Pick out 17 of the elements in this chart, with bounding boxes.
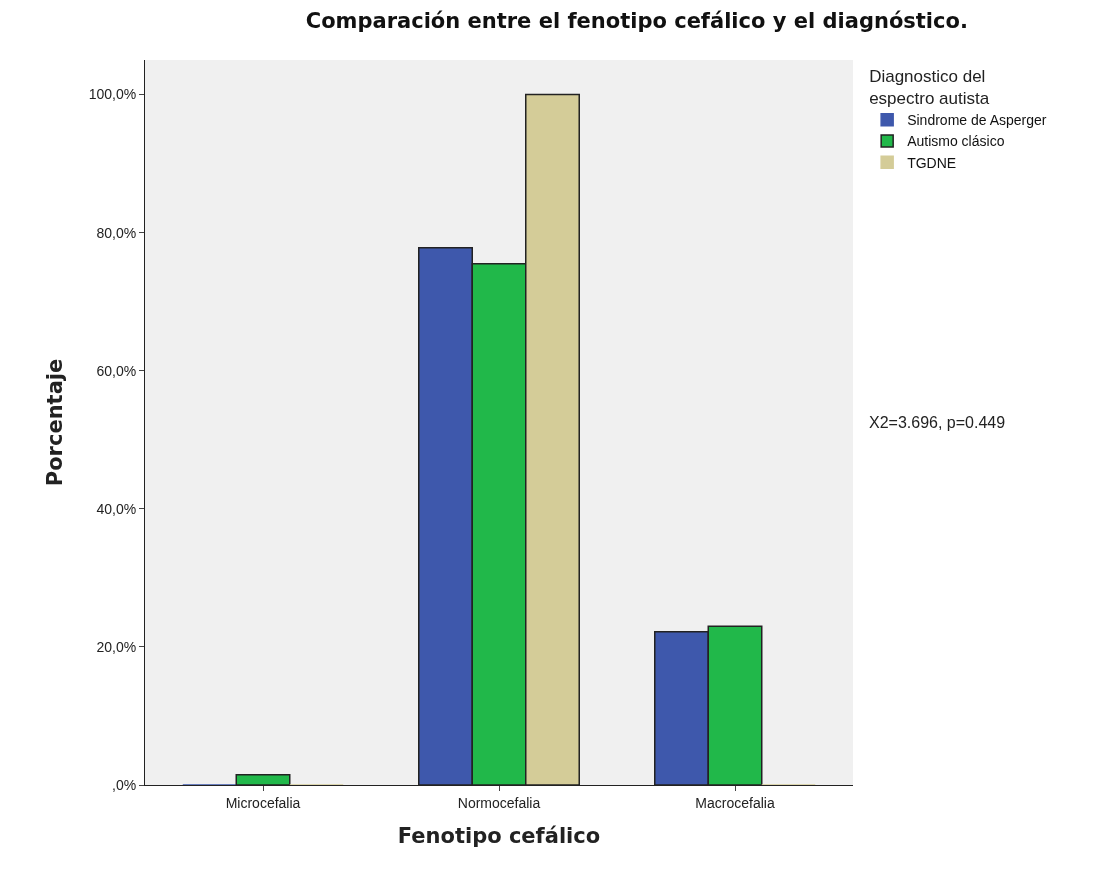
y-tick-label: ,0% [112,776,137,793]
legend-label: Autismo clásico [907,133,1005,150]
chart-title: Comparación entre el fenotipo cefálico y el diagnóstico. [305,8,968,33]
x-tick-label: Macrocefalia [695,794,775,811]
y-tick-label: 20,0% [96,638,137,655]
y-axis-title: Porcentaje [42,358,67,487]
legend-label: TGDNE [907,154,957,171]
y-tick-label: 60,0% [96,362,137,379]
y-tick-label: 80,0% [96,224,137,241]
legend-title: Diagnostico del espectro autista [869,67,990,109]
legend-label: Sindrome de Asperger [907,112,1047,129]
x-axis-title: Fenotipo cefálico [397,824,601,848]
x-tick-label: Microcefalia [225,794,301,811]
x-tick-label: Normocefalia [457,794,541,811]
text: X2=3.696, p=0.449 [869,414,1006,431]
y-tick-label: 40,0% [96,500,137,517]
y-tick-label: 100,0% [88,86,137,103]
